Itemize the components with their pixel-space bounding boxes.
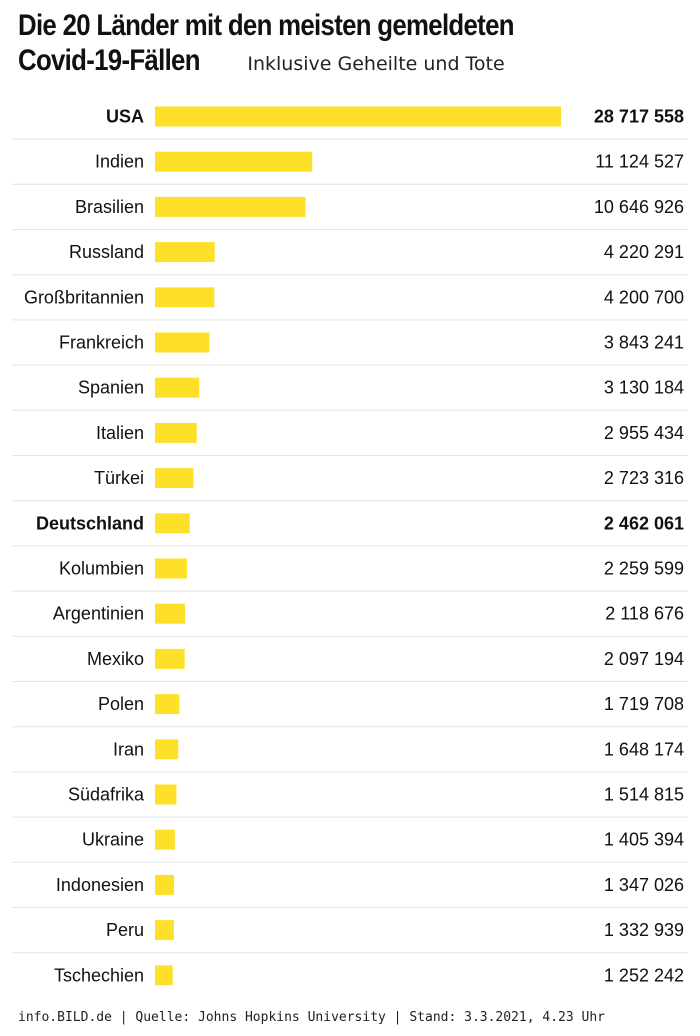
category-label-polen: Polen [98, 694, 144, 714]
category-label-großbritannien: Großbritannien [24, 287, 144, 307]
category-label-russland: Russland [69, 242, 144, 262]
category-label-tschechien: Tschechien [54, 965, 144, 985]
category-label-peru: Peru [106, 920, 144, 940]
value-label-brasilien: 10 646 926 [594, 197, 684, 217]
value-label-usa: 28 717 558 [594, 107, 684, 127]
value-label-peru: 1 332 939 [604, 920, 684, 940]
bar-türkei [155, 468, 194, 489]
category-label-usa: USA [106, 107, 144, 127]
bar-kolumbien [155, 558, 187, 579]
bar-großbritannien [155, 287, 215, 308]
bar-südafrika [155, 784, 177, 805]
value-label-türkei: 2 723 316 [604, 468, 684, 488]
category-label-spanien: Spanien [78, 378, 144, 398]
value-label-italien: 2 955 434 [604, 423, 684, 443]
bar-mexiko [155, 648, 185, 669]
value-label-deutschland: 2 462 061 [604, 513, 684, 533]
bar-indonesien [155, 874, 175, 895]
bar-russland [155, 242, 215, 263]
bar-polen [155, 694, 180, 715]
bar-indien [155, 151, 313, 172]
bar-brasilien [155, 196, 306, 217]
category-label-frankreich: Frankreich [59, 333, 144, 353]
value-label-tschechien: 1 252 242 [604, 965, 684, 985]
category-label-italien: Italien [96, 423, 144, 443]
chart-subtitle: Inklusive Geheilte und Tote [247, 53, 505, 75]
bar-spanien [155, 377, 200, 398]
category-label-ukraine: Ukraine [82, 830, 144, 850]
value-label-russland: 4 220 291 [604, 242, 684, 262]
value-label-südafrika: 1 514 815 [604, 785, 684, 805]
chart-header: Die 20 Länder mit den meisten gemeldeten… [18, 8, 688, 78]
category-label-deutschland: Deutschland [36, 513, 144, 533]
category-label-iran: Iran [113, 739, 144, 759]
bar-peru [155, 920, 174, 941]
bar-frankreich [155, 332, 210, 353]
value-label-ukraine: 1 405 394 [604, 830, 684, 850]
value-label-indonesien: 1 347 026 [604, 875, 684, 895]
value-label-frankreich: 3 843 241 [604, 333, 684, 353]
value-label-polen: 1 719 708 [604, 694, 684, 714]
category-label-kolumbien: Kolumbien [59, 559, 144, 579]
chart-title-line1: Die 20 Länder mit den meisten gemeldeten [18, 9, 514, 42]
category-label-indonesien: Indonesien [56, 875, 144, 895]
category-label-mexiko: Mexiko [87, 649, 144, 669]
category-label-brasilien: Brasilien [75, 197, 144, 217]
value-label-mexiko: 2 097 194 [604, 649, 684, 669]
category-label-argentinien: Argentinien [53, 604, 144, 624]
chart-title-row: Covid-19-Fällen Inklusive Geheilte und T… [18, 43, 688, 78]
bar-deutschland [155, 513, 190, 534]
category-label-indien: Indien [95, 152, 144, 172]
bar-usa [155, 106, 561, 127]
value-label-argentinien: 2 118 676 [605, 604, 684, 624]
bar-argentinien [155, 603, 185, 624]
bar-chart: USA 28 717 558 Indien 11 124 527 Brasilien 10… [12, 106, 688, 986]
value-label-spanien: 3 130 184 [604, 378, 684, 398]
value-label-iran: 1 648 174 [604, 739, 684, 759]
value-label-indien: 11 124 527 [595, 152, 684, 172]
bar-iran [155, 739, 179, 760]
chart-title-line2: Covid-19-Fällen [18, 44, 200, 77]
value-label-großbritannien: 4 200 700 [604, 287, 684, 307]
category-label-türkei: Türkei [94, 468, 144, 488]
value-label-kolumbien: 2 259 599 [604, 559, 684, 579]
category-label-südafrika: Südafrika [68, 785, 145, 805]
source-note: info.BILD.de | Quelle: Johns Hopkins Uni… [18, 1010, 605, 1025]
bar-ukraine [155, 829, 175, 850]
bar-tschechien [155, 965, 173, 986]
bar-italien [155, 422, 197, 443]
